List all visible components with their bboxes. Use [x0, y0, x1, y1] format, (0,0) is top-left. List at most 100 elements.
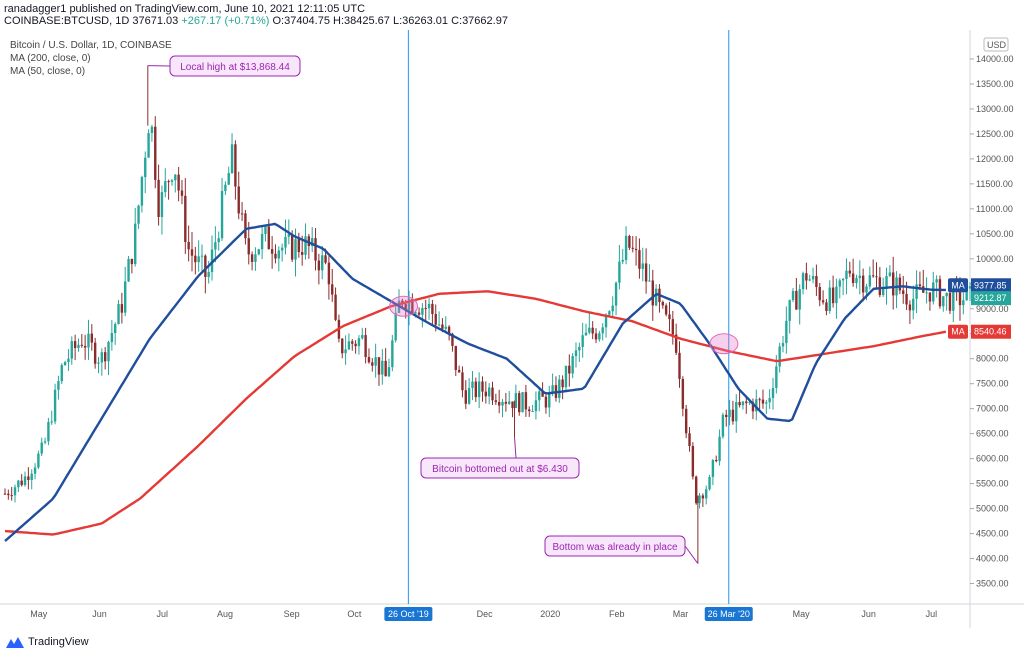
last-price-value-bg: [971, 291, 1011, 306]
candle-body: [134, 223, 137, 265]
candle-body: [694, 476, 698, 504]
candle-body: [801, 273, 805, 290]
candle-body: [437, 324, 441, 326]
currency-label: USD: [987, 40, 1007, 50]
candle-body: [274, 253, 277, 259]
candle-body: [514, 393, 518, 409]
candle-body: [811, 276, 815, 280]
candle-body: [614, 282, 618, 306]
y-tick-label: 5500.00: [976, 479, 1009, 489]
candle-body: [254, 254, 257, 262]
candle-body: [768, 398, 771, 403]
candle-body: [454, 345, 457, 370]
candle-body: [117, 304, 120, 325]
candle-body: [364, 335, 367, 358]
candle-body: [244, 213, 247, 239]
candle-body: [164, 181, 167, 193]
legend-title: Bitcoin / U.S. Dollar, 1D, COINBASE: [10, 40, 172, 51]
candle-body: [327, 262, 331, 285]
candle-body: [775, 366, 778, 388]
candle-body: [67, 358, 70, 363]
candle-body: [908, 304, 912, 311]
candle-body: [681, 378, 685, 409]
x-tick-label: May: [793, 609, 811, 619]
x-tick-label: Jul: [926, 609, 938, 619]
candle-body: [250, 254, 254, 262]
candle-body: [130, 258, 134, 265]
ma200-line: [4, 290, 947, 536]
candle-body: [73, 341, 77, 348]
candle-body: [351, 341, 354, 344]
candle-body: [180, 190, 184, 196]
y-tick-label: 5000.00: [976, 504, 1009, 514]
candle-body: [888, 272, 892, 276]
candle-body: [391, 340, 394, 368]
candle-body: [668, 314, 671, 320]
candle-body: [127, 258, 130, 282]
candle-body: [905, 293, 908, 305]
candle-body: [103, 352, 107, 362]
y-tick-label: 6500.00: [976, 429, 1009, 439]
candle-body: [317, 260, 321, 271]
candle-body: [23, 476, 27, 486]
candle-body: [518, 393, 521, 413]
candle-body: [421, 308, 424, 315]
candle-body: [538, 391, 541, 401]
candle-body: [384, 360, 387, 377]
candle-body: [741, 401, 745, 406]
candle-body: [331, 284, 334, 295]
candle-body: [377, 357, 381, 375]
candle-body: [708, 476, 711, 490]
candle-body: [224, 184, 227, 192]
candle-body: [294, 239, 297, 260]
candle-body: [467, 388, 471, 404]
candle-body: [651, 280, 654, 306]
candle-body: [892, 272, 895, 296]
candle-body: [40, 442, 43, 454]
candle-body: [705, 489, 708, 499]
x-tick-label: Jul: [157, 609, 169, 619]
candle-body: [264, 226, 267, 234]
candle-body: [838, 280, 841, 287]
candle-body: [965, 288, 968, 301]
candle-body: [300, 252, 304, 255]
candle-body: [841, 278, 845, 281]
candle-body: [968, 286, 972, 289]
x-tick-label: Jun: [861, 609, 876, 619]
candle-body: [97, 362, 100, 364]
x-tick-label: Sep: [284, 609, 300, 619]
candle-body: [424, 308, 427, 310]
candle-body: [407, 298, 411, 311]
ma200-price-value-bg: [971, 324, 1011, 339]
legend-ma200: MA (200, close, 0): [10, 53, 91, 64]
candle-body: [461, 372, 464, 391]
candle-body: [411, 298, 414, 313]
candle-body: [795, 290, 798, 310]
local-high-callout-text: Local high at $13,868.44: [180, 62, 290, 73]
candle-body: [701, 495, 705, 499]
candle-body: [584, 332, 588, 336]
candle-body: [831, 287, 835, 304]
candle-body: [297, 239, 301, 253]
ma50-line: [4, 222, 946, 542]
candle-body: [197, 256, 200, 263]
plot-area: [5, 34, 970, 596]
candle-body: [628, 235, 631, 248]
x-tick-label: Oct: [347, 609, 362, 619]
candle-body: [257, 249, 260, 255]
legend-ma50: MA (50, close, 0): [10, 66, 85, 77]
candle-body: [624, 235, 628, 260]
candle-body: [875, 276, 878, 278]
candle-body: [758, 399, 761, 401]
candle-body: [290, 234, 294, 260]
candle-body: [508, 401, 511, 404]
price-chart[interactable]: 3500.00 4000.00 4500.00 5000.00 5500.00 6000.…: [0, 30, 1024, 628]
candle-body: [932, 282, 935, 302]
candle-body: [588, 327, 591, 333]
candle-body: [571, 356, 574, 374]
candle-body: [641, 263, 644, 269]
candle-body: [725, 414, 728, 418]
tradingview-logo[interactable]: TradingView: [6, 636, 89, 648]
candle-body: [805, 273, 808, 281]
ohlc-values: O:37404.75 H:38425.67 L:36263.01 C:37662…: [272, 15, 508, 27]
